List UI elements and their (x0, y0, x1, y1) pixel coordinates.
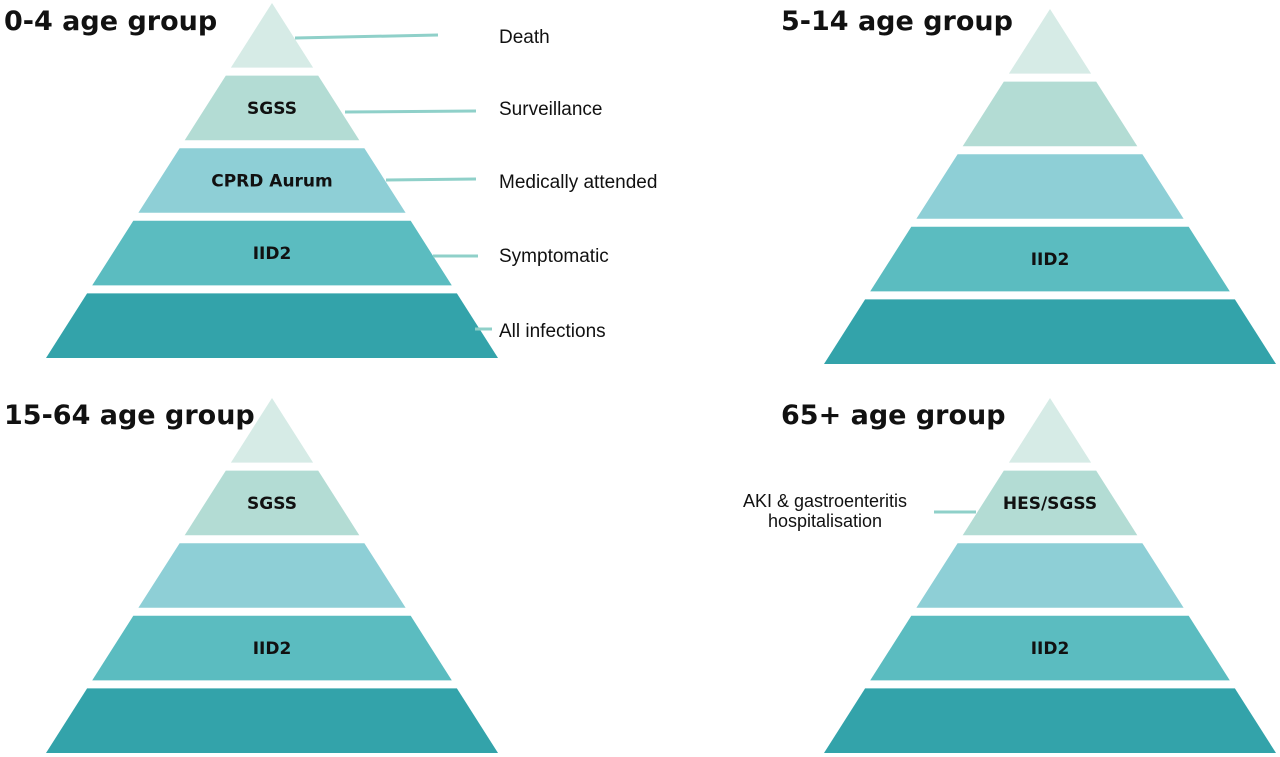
layer-label-symptomatic: IID2 (1031, 639, 1070, 659)
pyramid-5-14: IID2 (824, 9, 1276, 364)
layer-label-surveillance: SGSS (247, 494, 297, 514)
layer-label-surveillance: SGSS (247, 99, 297, 119)
pyramid-layer-symptomatic (870, 226, 1230, 292)
connector-medically-attended (385, 177, 477, 182)
pyramid-layer-surveillance (962, 470, 1138, 536)
pyramid-layer-symptomatic (92, 615, 452, 681)
pyramid-15-64: SGSS IID2 (46, 398, 498, 753)
level-connectors (294, 33, 976, 514)
pyramid-layer-medically-attended (138, 148, 406, 213)
connector-death (294, 33, 439, 40)
pyramid-layer-death (1008, 9, 1092, 74)
level-label-all-infections: All infections (499, 321, 606, 342)
pyramid-layer-symptomatic (870, 615, 1230, 681)
pyramid-layer-all-infections (46, 293, 498, 358)
pyramid-layer-death (1008, 398, 1092, 463)
pyramid-title-15-64: 15-64 age group (4, 400, 255, 431)
pyramid-title-0-4: 0-4 age group (4, 6, 217, 37)
pyramid-layer-medically-attended (916, 543, 1184, 608)
callout-line-2: hospitalisation (768, 511, 882, 531)
connector-surveillance (344, 109, 477, 114)
callout-line-1: AKI & gastroenteritis (743, 491, 907, 511)
layer-label-symptomatic: IID2 (253, 244, 292, 264)
pyramid-layer-surveillance (184, 75, 360, 141)
pyramid-layer-surveillance (184, 470, 360, 536)
pyramid-layer-all-infections (824, 299, 1276, 364)
level-label-surveillance: Surveillance (499, 99, 603, 120)
level-label-medically-attended: Medically attended (499, 172, 657, 193)
level-label-symptomatic: Symptomatic (499, 246, 609, 267)
layer-label-surveillance: HES/SGSS (1003, 494, 1097, 514)
pyramid-layer-all-infections (46, 688, 498, 753)
pyramid-layer-surveillance (962, 81, 1138, 147)
layer-label-symptomatic: IID2 (253, 639, 292, 659)
pyramid-layer-medically-attended (138, 543, 406, 608)
layer-label-medically-attended: CPRD Aurum (211, 172, 333, 192)
pyramid-65plus: HES/SGSS IID2 (824, 398, 1276, 753)
pyramid-layer-all-infections (824, 688, 1276, 753)
pyramid-layer-symptomatic (92, 220, 452, 286)
pyramid-layer-death (230, 3, 314, 68)
pyramid-0-4: SGSS CPRD Aurum IID2 (46, 3, 498, 358)
pyramid-layer-medically-attended (916, 154, 1184, 219)
pyramid-layer-death (230, 398, 314, 463)
layer-label-symptomatic: IID2 (1031, 250, 1070, 270)
level-label-death: Death (499, 27, 550, 48)
pyramid-title-5-14: 5-14 age group (781, 6, 1013, 37)
pyramid-title-65plus: 65+ age group (781, 400, 1006, 431)
